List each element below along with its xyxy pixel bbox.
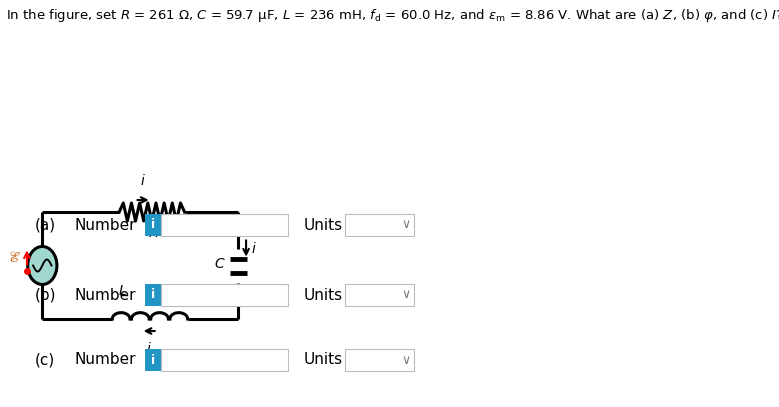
Bar	[145, 284, 161, 306]
Bar	[161, 214, 288, 236]
Text: $C$: $C$	[214, 256, 226, 271]
Bar	[161, 349, 288, 371]
Text: i: i	[151, 289, 155, 302]
Text: ∨: ∨	[401, 219, 411, 232]
Text: $\mathscr{E}$: $\mathscr{E}$	[8, 250, 21, 265]
Circle shape	[28, 247, 57, 284]
Text: $i$: $i$	[146, 341, 152, 356]
Text: (a): (a)	[34, 217, 56, 232]
Bar	[344, 284, 414, 306]
Text: $R$: $R$	[148, 226, 159, 240]
Text: Units: Units	[304, 352, 343, 368]
Text: $i$: $i$	[251, 241, 256, 256]
Text: Number: Number	[75, 352, 136, 368]
Bar	[145, 214, 161, 236]
Bar	[145, 349, 161, 371]
Text: ∨: ∨	[401, 354, 411, 366]
Text: (b): (b)	[34, 287, 56, 302]
Text: In the figure, set $R$ = 261 Ω, $C$ = 59.7 μF, $L$ = 236 mH, $f_{\rm d}$ = 60.0 : In the figure, set $R$ = 261 Ω, $C$ = 59…	[6, 7, 779, 24]
Text: $i$: $i$	[140, 173, 146, 188]
Text: Number: Number	[75, 287, 136, 302]
Text: i: i	[151, 354, 155, 366]
Text: $L$: $L$	[118, 284, 126, 298]
Text: Number: Number	[75, 217, 136, 232]
Bar	[161, 284, 288, 306]
Text: Units: Units	[304, 287, 343, 302]
Bar	[344, 349, 414, 371]
Text: ∨: ∨	[401, 289, 411, 302]
Text: i: i	[151, 219, 155, 232]
Text: (c): (c)	[34, 352, 55, 368]
Text: Units: Units	[304, 217, 343, 232]
Bar	[344, 214, 414, 236]
